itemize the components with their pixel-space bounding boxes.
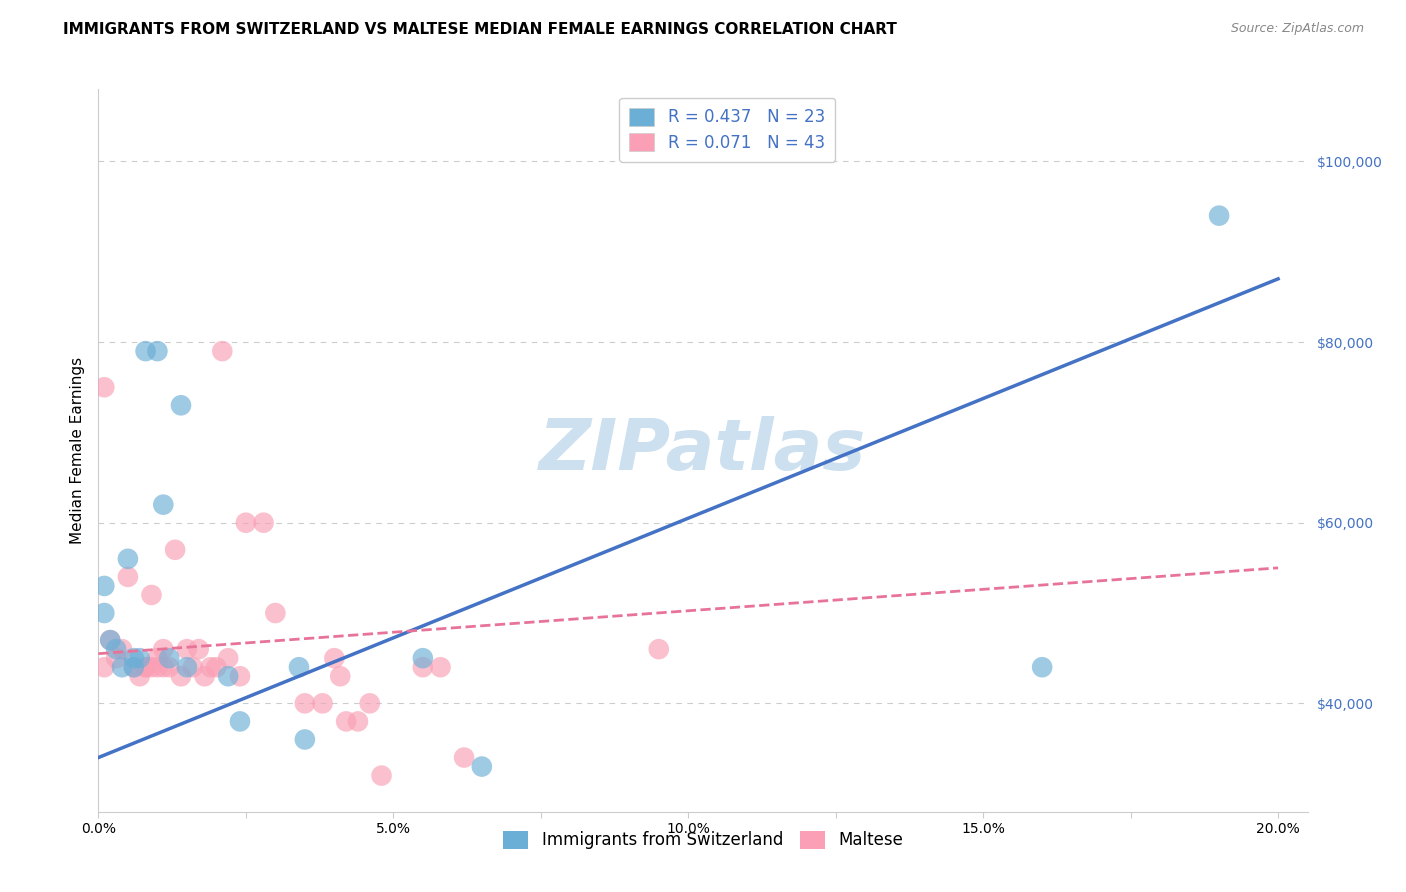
Point [146, 344, 169, 359]
Point [211, 344, 233, 359]
Point [347, 714, 370, 729]
Text: ZIPatlas: ZIPatlas [540, 416, 866, 485]
Point [170, 398, 193, 412]
Point [122, 660, 145, 674]
Point [200, 660, 222, 674]
Point [1208, 209, 1230, 223]
Point [1031, 660, 1053, 674]
Point [111, 642, 134, 657]
Point [229, 669, 252, 683]
Point [146, 651, 169, 665]
Point [311, 697, 333, 711]
Point [135, 660, 157, 674]
Point [453, 750, 475, 764]
Point [412, 660, 434, 674]
Point [471, 759, 494, 773]
Point [141, 660, 163, 674]
Point [152, 642, 174, 657]
Point [111, 660, 134, 674]
Point [93, 380, 115, 394]
Point [217, 669, 239, 683]
Legend: Immigrants from Switzerland, Maltese: Immigrants from Switzerland, Maltese [495, 822, 911, 857]
Point [264, 606, 287, 620]
Point [146, 660, 169, 674]
Text: IMMIGRANTS FROM SWITZERLAND VS MALTESE MEDIAN FEMALE EARNINGS CORRELATION CHART: IMMIGRANTS FROM SWITZERLAND VS MALTESE M… [63, 22, 897, 37]
Point [187, 642, 209, 657]
Point [329, 669, 352, 683]
Point [235, 516, 257, 530]
Point [176, 660, 198, 674]
Point [122, 660, 145, 674]
Point [370, 769, 392, 783]
Point [93, 606, 115, 620]
Point [128, 669, 150, 683]
Point [217, 651, 239, 665]
Point [128, 651, 150, 665]
Point [105, 642, 128, 657]
Point [93, 660, 115, 674]
Point [117, 551, 139, 566]
Point [93, 579, 115, 593]
Point [194, 669, 217, 683]
Point [98, 633, 121, 648]
Point [429, 660, 451, 674]
Point [105, 651, 128, 665]
Point [176, 642, 198, 657]
Point [141, 588, 163, 602]
Point [294, 732, 316, 747]
Point [294, 697, 316, 711]
Point [152, 498, 174, 512]
Point [205, 660, 228, 674]
Point [135, 344, 157, 359]
Point [288, 660, 311, 674]
Point [170, 669, 193, 683]
Point [412, 651, 434, 665]
Point [323, 651, 346, 665]
Point [648, 642, 671, 657]
Point [98, 633, 121, 648]
Text: Source: ZipAtlas.com: Source: ZipAtlas.com [1230, 22, 1364, 36]
Point [157, 660, 180, 674]
Point [135, 660, 157, 674]
Point [252, 516, 274, 530]
Point [229, 714, 252, 729]
Point [157, 651, 180, 665]
Point [335, 714, 357, 729]
Point [117, 570, 139, 584]
Point [152, 660, 174, 674]
Point [181, 660, 204, 674]
Y-axis label: Median Female Earnings: Median Female Earnings [69, 357, 84, 544]
Point [165, 542, 187, 557]
Point [359, 697, 381, 711]
Point [122, 651, 145, 665]
